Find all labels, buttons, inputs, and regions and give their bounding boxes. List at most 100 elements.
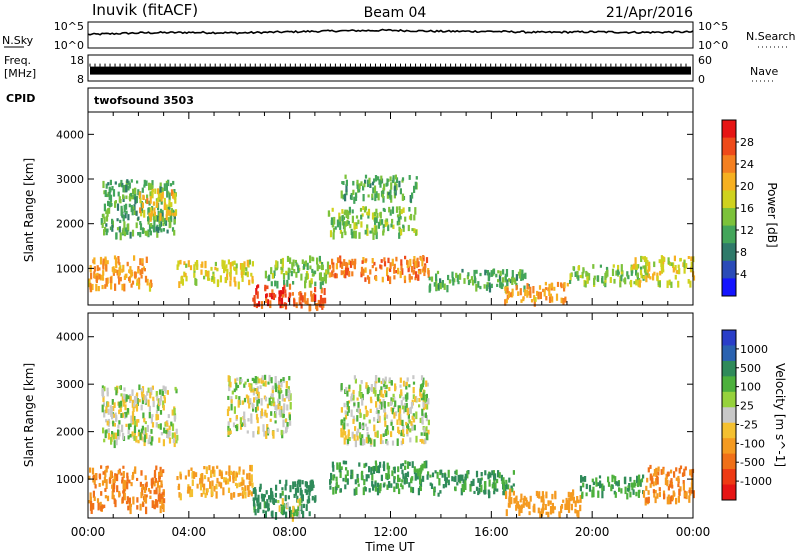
data-cell bbox=[103, 438, 106, 443]
data-cell bbox=[379, 219, 382, 226]
data-cell bbox=[158, 437, 161, 443]
data-cell bbox=[685, 263, 688, 269]
data-cell bbox=[150, 478, 153, 486]
data-cell bbox=[569, 280, 572, 284]
data-cell bbox=[648, 262, 651, 270]
data-cell bbox=[102, 270, 105, 276]
data-cell bbox=[135, 196, 138, 204]
data-cell bbox=[100, 505, 103, 512]
data-cell bbox=[139, 258, 142, 266]
data-cell bbox=[398, 477, 401, 482]
data-cell bbox=[347, 434, 350, 441]
data-cell bbox=[311, 273, 314, 277]
data-cell bbox=[310, 294, 313, 302]
data-cell bbox=[244, 423, 247, 428]
data-cell bbox=[252, 404, 255, 409]
data-cell bbox=[115, 416, 118, 421]
data-cell bbox=[200, 264, 203, 268]
data-cell bbox=[424, 438, 427, 444]
colorbar-segment bbox=[722, 155, 736, 174]
data-cell bbox=[264, 510, 267, 519]
data-cell bbox=[162, 404, 165, 411]
data-cell bbox=[406, 428, 409, 435]
data-cell bbox=[172, 180, 175, 185]
data-cell bbox=[129, 506, 132, 515]
data-cell bbox=[427, 429, 430, 435]
data-cell bbox=[360, 266, 364, 274]
data-cell bbox=[256, 376, 259, 384]
data-cell bbox=[117, 469, 120, 475]
data-cell bbox=[132, 496, 135, 500]
data-cell bbox=[394, 174, 397, 180]
data-cell bbox=[670, 469, 673, 474]
data-cell bbox=[343, 269, 346, 278]
data-cell bbox=[129, 266, 132, 274]
data-cell bbox=[96, 265, 99, 272]
data-cell bbox=[396, 419, 399, 425]
data-cell bbox=[123, 387, 126, 392]
data-cell bbox=[142, 412, 145, 419]
data-cell bbox=[143, 179, 146, 186]
data-cell bbox=[409, 406, 412, 414]
data-cell bbox=[126, 481, 129, 490]
data-cell bbox=[422, 377, 425, 385]
data-cell bbox=[141, 391, 144, 398]
data-cell bbox=[383, 409, 386, 413]
data-cell bbox=[292, 481, 295, 490]
data-cell bbox=[393, 405, 396, 409]
colorbar-tick-label: 16 bbox=[740, 202, 754, 215]
data-cell bbox=[280, 270, 283, 275]
data-cell bbox=[228, 471, 231, 477]
data-cell bbox=[126, 408, 129, 413]
data-cell bbox=[94, 473, 97, 479]
data-cell bbox=[143, 184, 146, 188]
data-cell bbox=[365, 462, 368, 467]
data-cell bbox=[364, 423, 367, 427]
data-cell bbox=[288, 506, 291, 512]
data-cell bbox=[156, 500, 159, 508]
data-cell bbox=[394, 400, 397, 407]
data-cell bbox=[157, 403, 160, 411]
data-cell bbox=[288, 268, 291, 273]
data-cell bbox=[599, 483, 602, 488]
data-cell bbox=[119, 406, 122, 411]
data-cell bbox=[669, 497, 672, 505]
data-cell bbox=[289, 420, 292, 426]
data-cell bbox=[401, 177, 405, 181]
data-cell bbox=[637, 490, 640, 498]
data-cell bbox=[102, 427, 105, 434]
data-cell bbox=[421, 259, 424, 267]
data-cell bbox=[412, 259, 415, 264]
data-cell bbox=[551, 502, 554, 509]
data-cell bbox=[425, 460, 428, 469]
data-cell bbox=[568, 502, 571, 510]
data-cell bbox=[129, 503, 132, 507]
data-cell bbox=[324, 297, 327, 304]
freq-trace bbox=[89, 63, 691, 75]
data-cell bbox=[520, 299, 523, 303]
data-cell bbox=[277, 403, 280, 410]
data-cell bbox=[160, 208, 163, 214]
data-cell bbox=[160, 200, 163, 205]
data-cell bbox=[155, 215, 158, 222]
data-cell bbox=[159, 423, 162, 430]
data-cell bbox=[380, 434, 383, 441]
data-cell bbox=[358, 432, 362, 439]
data-cell bbox=[344, 410, 347, 415]
data-cell bbox=[366, 224, 369, 232]
data-cell bbox=[150, 429, 153, 434]
data-cell bbox=[358, 408, 361, 414]
data-cell bbox=[252, 488, 255, 494]
data-cell bbox=[595, 483, 598, 487]
data-cell bbox=[353, 261, 356, 269]
data-cell bbox=[383, 208, 386, 213]
data-cell bbox=[88, 475, 91, 480]
data-cell bbox=[350, 228, 353, 235]
data-cell bbox=[353, 222, 356, 230]
data-cell bbox=[339, 488, 342, 493]
data-cell bbox=[366, 211, 369, 216]
data-cell bbox=[412, 418, 415, 423]
data-cell bbox=[484, 470, 487, 476]
data-cell bbox=[206, 270, 209, 277]
data-cell bbox=[358, 462, 361, 467]
